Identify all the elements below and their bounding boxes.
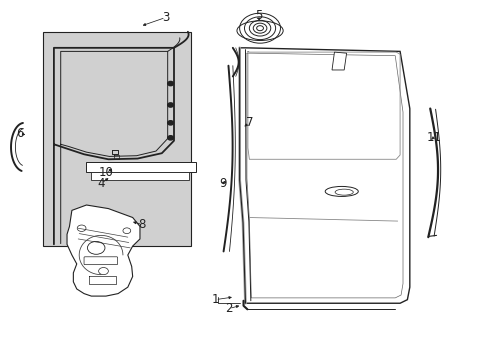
FancyBboxPatch shape	[84, 257, 117, 265]
Ellipse shape	[334, 189, 352, 195]
Text: 9: 9	[219, 177, 226, 190]
Text: 2: 2	[225, 302, 232, 315]
Polygon shape	[331, 52, 346, 70]
Circle shape	[167, 121, 173, 125]
Circle shape	[167, 81, 173, 86]
Text: 3: 3	[162, 11, 169, 24]
Text: 11: 11	[426, 131, 441, 144]
Text: 6: 6	[16, 127, 23, 140]
Polygon shape	[239, 48, 409, 303]
Text: 5: 5	[255, 9, 262, 22]
Polygon shape	[67, 205, 140, 296]
Ellipse shape	[325, 186, 358, 197]
FancyBboxPatch shape	[86, 162, 196, 172]
Text: 7: 7	[245, 116, 253, 129]
Text: 4: 4	[97, 177, 104, 190]
FancyBboxPatch shape	[91, 172, 188, 180]
Text: 1: 1	[211, 293, 219, 306]
Text: 8: 8	[139, 218, 146, 231]
Circle shape	[167, 103, 173, 107]
Text: 10: 10	[98, 166, 113, 179]
Circle shape	[167, 136, 173, 140]
FancyBboxPatch shape	[42, 32, 191, 246]
